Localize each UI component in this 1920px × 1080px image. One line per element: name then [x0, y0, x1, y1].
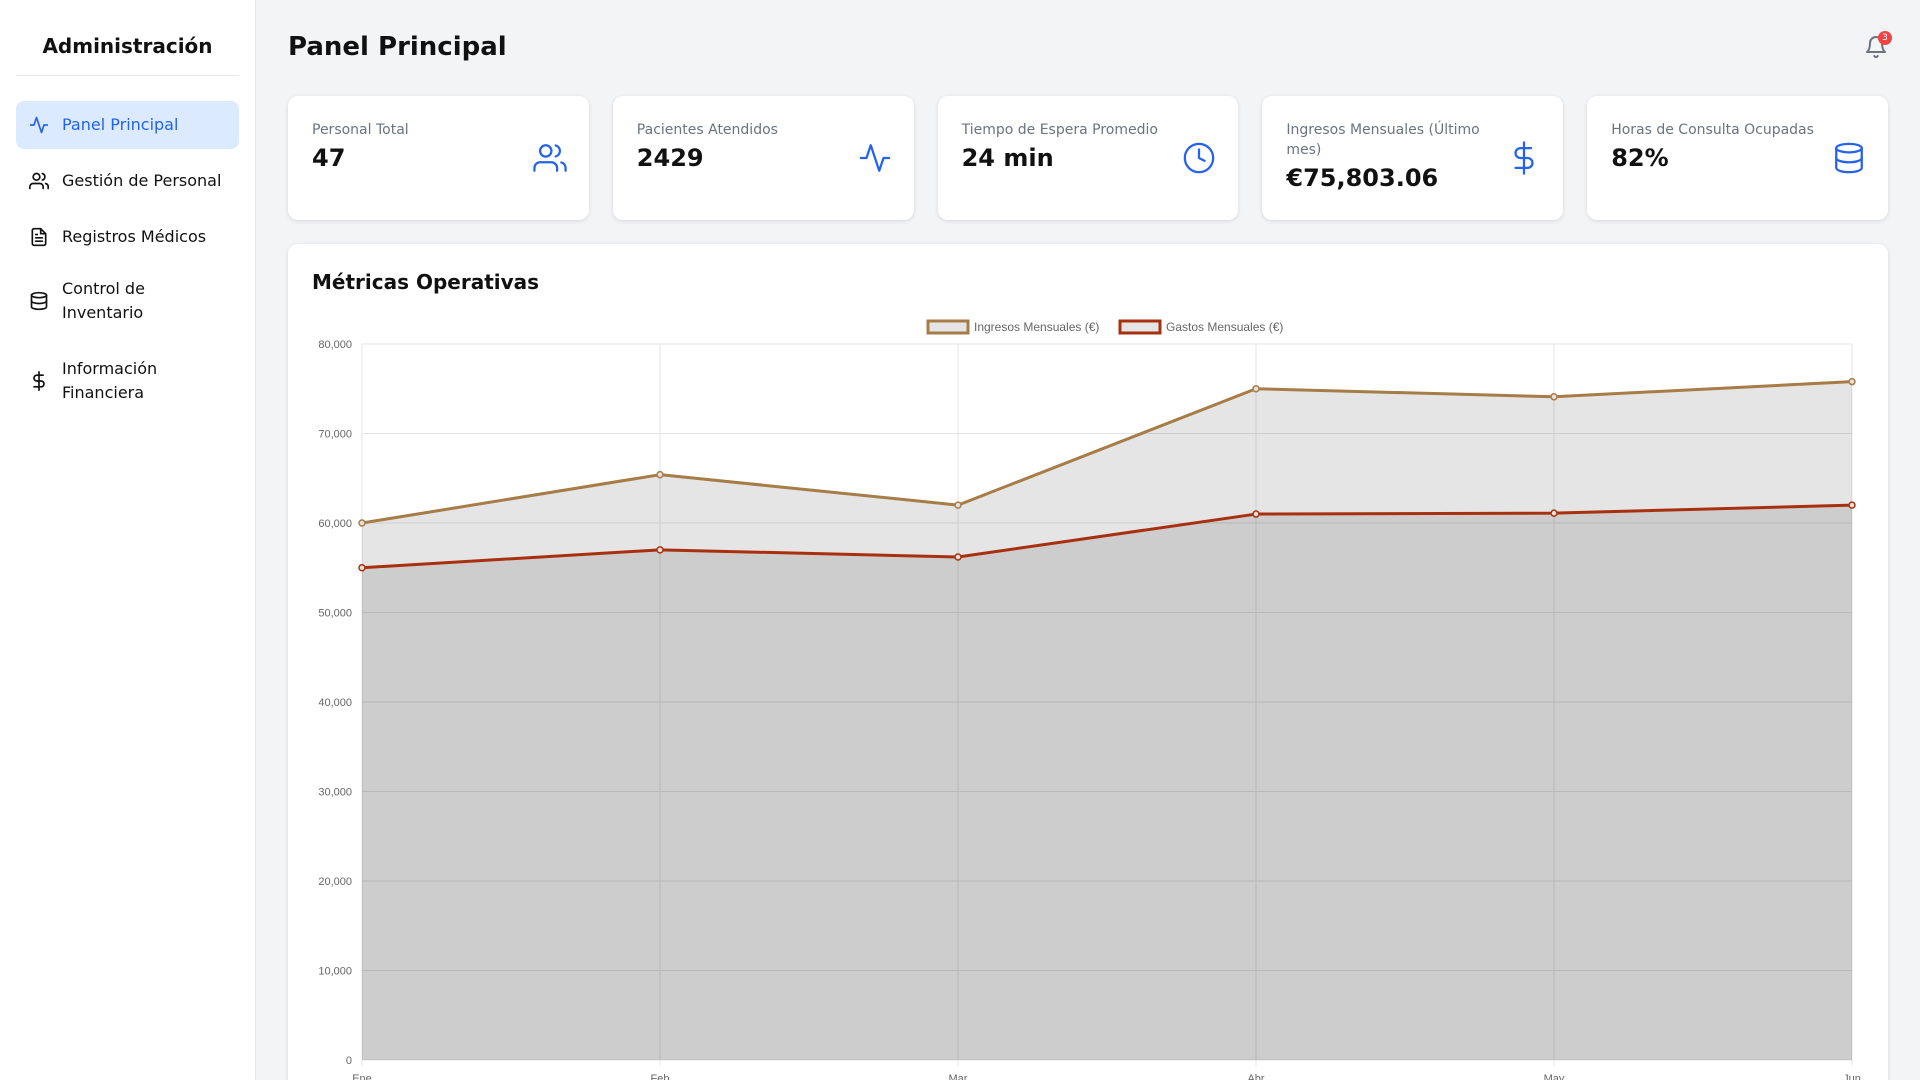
legend-label: Ingresos Mensuales (€)	[974, 320, 1099, 334]
data-point	[1848, 501, 1856, 509]
sidebar-item-label: Registros Médicos	[62, 227, 207, 246]
data-point	[1550, 393, 1558, 401]
x-tick-label: Ene	[352, 1073, 372, 1080]
sidebar-item-label: Control de Inventario	[62, 279, 145, 322]
page-title: Panel Principal	[288, 32, 507, 62]
x-tick-label: Feb	[651, 1073, 670, 1080]
legend-swatch	[926, 319, 970, 335]
x-tick-label: May	[1544, 1073, 1565, 1080]
data-point	[954, 501, 962, 509]
sidebar-item-gestion-personal[interactable]: Gestión de Personal	[16, 157, 239, 205]
series-area-1	[362, 505, 1852, 1061]
stat-value: €75,803.06	[1286, 164, 1439, 192]
data-point	[1252, 385, 1260, 393]
sidebar-item-panel-principal[interactable]: Panel Principal	[16, 101, 239, 149]
stat-value: 24 min	[961, 144, 1054, 172]
stat-card-tiempo-espera: Tiempo de Espera Promedio 24 min	[937, 96, 1239, 220]
series-line-0	[361, 380, 1853, 525]
stat-card-pacientes: Pacientes Atendidos 2429	[612, 96, 914, 220]
y-tick-label: 30,000	[318, 787, 352, 799]
data-point	[1252, 510, 1260, 518]
operational-metrics-card: Métricas Operativas 0 10,000 20,000 30,000 4…	[288, 244, 1888, 1080]
y-tick-label: 60,000	[318, 518, 352, 530]
x-tick-label: Mar	[949, 1073, 968, 1080]
document-icon	[28, 226, 50, 248]
main-content: Panel Principal 3 Personal Total 47 Paci…	[288, 0, 1892, 1080]
data-point	[954, 553, 962, 561]
bell-icon	[1866, 36, 1886, 58]
sidebar: Administración Panel Principal Gestión d…	[0, 0, 256, 1080]
stat-value: 47	[312, 144, 346, 172]
legend-label: Gastos Mensuales (€)	[1166, 320, 1283, 334]
sidebar-title: Administración	[16, 0, 239, 76]
stat-value: 82%	[1611, 144, 1669, 172]
clock-icon	[1184, 142, 1215, 174]
stat-label: Horas de Consulta Ocupadas	[1611, 122, 1814, 138]
stat-label: Pacientes Atendidos	[636, 122, 778, 138]
dollar-icon	[1514, 141, 1534, 175]
notification-badge: 3	[1878, 31, 1892, 45]
y-tick-label: 50,000	[318, 608, 352, 620]
y-tick-label: 0	[346, 1055, 352, 1067]
stat-label: Tiempo de Espera Promedio	[961, 122, 1158, 138]
notification-button[interactable]: 3	[1864, 31, 1892, 59]
y-tick-label: 20,000	[318, 876, 352, 888]
stat-card-horas-consulta: Horas de Consulta Ocupadas 82%	[1587, 96, 1888, 220]
dollar-icon	[28, 370, 50, 392]
chart-section-title: Métricas Operativas	[312, 270, 540, 294]
data-point	[358, 564, 366, 572]
stat-label: Ingresos Mensuales (Último mes)	[1286, 122, 1480, 158]
line-chart: 0 10,000 20,000 30,000 40,000 50,000 60,000 70,…	[318, 319, 1861, 1080]
stat-value: 2429	[636, 144, 704, 172]
sidebar-item-control-inventario[interactable]: Control de Inventario	[16, 269, 239, 333]
x-tick-label: Jun	[1843, 1073, 1861, 1080]
y-tick-label: 10,000	[318, 966, 352, 978]
topbar: Panel Principal 3	[288, 0, 1892, 96]
stat-card-ingresos: Ingresos Mensuales (Último mes) €75,803.…	[1262, 96, 1564, 220]
stat-card-personal-total: Personal Total 47	[288, 96, 589, 220]
database-icon	[1835, 142, 1863, 174]
series-line-1	[361, 503, 1853, 570]
sidebar-nav: Panel Principal Gestión de Personal Regi…	[16, 101, 239, 413]
users-icon	[533, 144, 567, 172]
sidebar-item-registros-medicos[interactable]: Registros Médicos	[16, 213, 239, 261]
data-point	[358, 519, 366, 527]
stats-cards: Personal Total 47 Pacientes Atendidos 24…	[288, 96, 1888, 220]
sidebar-item-label: Gestión de Personal	[62, 171, 222, 190]
data-point	[1550, 509, 1558, 517]
y-tick-label: 70,000	[318, 429, 352, 441]
y-tick-label: 80,000	[318, 339, 352, 351]
sidebar-item-label: Información Financiera	[62, 359, 158, 402]
activity-icon	[859, 144, 890, 172]
y-tick-label: 40,000	[318, 697, 352, 709]
legend-swatch	[1118, 319, 1162, 335]
database-icon	[28, 290, 50, 312]
data-point	[656, 470, 664, 479]
data-point	[1848, 377, 1856, 386]
stat-label: Personal Total	[312, 122, 409, 138]
x-tick-label: Abr	[1247, 1073, 1264, 1080]
data-point	[656, 546, 664, 554]
users-icon	[28, 170, 50, 192]
sidebar-item-informacion-financiera[interactable]: Información Financiera	[16, 349, 239, 413]
activity-icon	[28, 114, 50, 136]
sidebar-item-label: Panel Principal	[62, 115, 179, 134]
